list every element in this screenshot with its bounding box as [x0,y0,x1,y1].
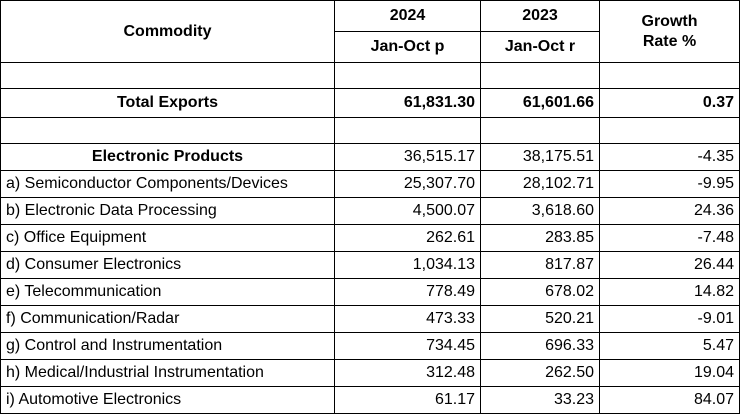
category-row: Electronic Products 36,515.17 38,175.51 … [0,143,740,171]
spacer-cell [334,62,481,89]
row-previous: 520.21 [480,305,600,333]
row-previous: 28,102.71 [480,170,600,198]
category-current: 36,515.17 [334,143,481,171]
row-label: a) Semiconductor Components/Devices [0,170,335,198]
spacer-row [0,62,740,89]
total-previous: 61,601.66 [480,88,600,118]
row-growth: 84.07 [599,386,740,414]
header-year-current: 2024 [334,0,481,32]
row-previous: 3,618.60 [480,197,600,225]
table-row: b) Electronic Data Processing 4,500.07 3… [0,197,740,225]
spacer-cell [0,117,335,144]
header-growth-line1: Growth [641,12,698,30]
row-current: 262.61 [334,224,481,252]
spacer-cell [334,117,481,144]
spacer-cell [599,117,740,144]
row-current: 61.17 [334,386,481,414]
spacer-cell [0,62,335,89]
table-row: d) Consumer Electronics 1,034.13 817.87 … [0,251,740,279]
row-growth: 19.04 [599,359,740,387]
row-growth: 14.82 [599,278,740,306]
header-period-previous: Jan-Oct r [480,31,600,63]
row-current: 1,034.13 [334,251,481,279]
row-growth: 24.36 [599,197,740,225]
total-current: 61,831.30 [334,88,481,118]
total-exports-row: Total Exports 61,831.30 61,601.66 0.37 [0,88,740,118]
row-growth: 26.44 [599,251,740,279]
row-previous: 262.50 [480,359,600,387]
row-previous: 33.23 [480,386,600,414]
header-row-periods: Jan-Oct p Jan-Oct r [1,31,740,63]
row-label: g) Control and Instrumentation [0,332,335,360]
row-growth: -9.95 [599,170,740,198]
row-label: c) Office Equipment [0,224,335,252]
category-label: Electronic Products [0,143,335,171]
header-growth-rate: Growth Rate % [599,0,740,63]
row-current: 25,307.70 [334,170,481,198]
table-row: e) Telecommunication 778.49 678.02 14.82 [0,278,740,306]
row-growth: -7.48 [599,224,740,252]
row-current: 473.33 [334,305,481,333]
header-period-current: Jan-Oct p [334,31,481,63]
row-label: h) Medical/Industrial Instrumentation [0,359,335,387]
table-row: h) Medical/Industrial Instrumentation 31… [0,359,740,387]
category-previous: 38,175.51 [480,143,600,171]
row-label: b) Electronic Data Processing [0,197,335,225]
row-previous: 817.87 [480,251,600,279]
category-growth: -4.35 [599,143,740,171]
row-label: i) Automotive Electronics [0,386,335,414]
row-previous: 696.33 [480,332,600,360]
header-commodity: Commodity [0,0,335,63]
spacer-row [0,117,740,144]
total-growth: 0.37 [599,88,740,118]
table-row: c) Office Equipment 262.61 283.85 -7.48 [0,224,740,252]
row-growth: 5.47 [599,332,740,360]
spacer-cell [599,62,740,89]
spacer-cell [480,62,600,89]
spacer-cell [480,117,600,144]
row-current: 4,500.07 [334,197,481,225]
row-label: f) Communication/Radar [0,305,335,333]
row-previous: 678.02 [480,278,600,306]
row-label: e) Telecommunication [0,278,335,306]
row-label: d) Consumer Electronics [0,251,335,279]
table-row: f) Communication/Radar 473.33 520.21 -9.… [0,305,740,333]
total-label: Total Exports [0,88,335,118]
row-current: 778.49 [334,278,481,306]
header-growth-line2: Rate % [642,32,697,50]
table-row: i) Automotive Electronics 61.17 33.23 84… [0,386,740,414]
row-current: 312.48 [334,359,481,387]
header-year-previous: 2023 [480,0,600,32]
header-row-years: Commodity 2024 2023 Growth Rate % [0,0,740,63]
row-current: 734.45 [334,332,481,360]
row-growth: -9.01 [599,305,740,333]
table-row: a) Semiconductor Components/Devices 25,3… [0,170,740,198]
table-row: g) Control and Instrumentation 734.45 69… [0,332,740,360]
row-previous: 283.85 [480,224,600,252]
